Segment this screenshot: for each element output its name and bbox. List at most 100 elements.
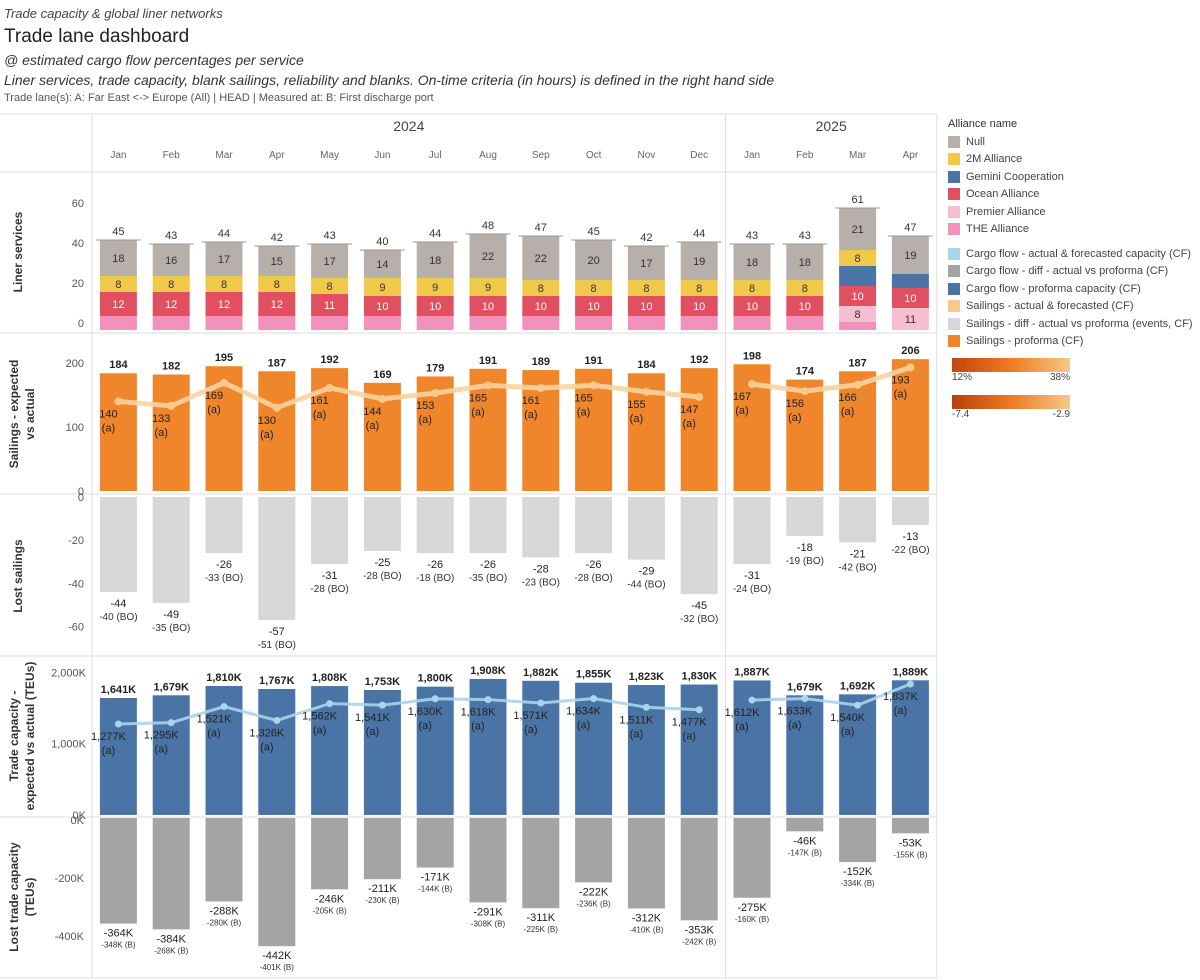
legend-item[interactable]: Sailings - diff - actual vs proforma (ev… [948,315,1198,333]
service-segment-the [205,316,243,330]
sailings-proforma-label: 179 [426,362,444,374]
sailings-actual-label: 165 [469,392,487,404]
legend-item[interactable]: Null [948,133,1198,151]
service-segment-2m [258,276,296,292]
lost-capacity-bar [469,818,507,903]
segment-label: 11 [905,314,916,326]
service-segment-ocean [839,286,877,306]
legend-item[interactable]: Sailings - actual & forecasted (CF) [948,298,1198,316]
capacity-actual-point [220,703,228,711]
legend-item[interactable]: Premier Alliance [948,203,1198,221]
y-tick-label: 200 [66,358,84,370]
service-segment-ocean [258,292,296,316]
service-segment-the [152,316,190,330]
sailings-actual-label: 166 [838,392,856,404]
segment-label: 8 [643,283,649,295]
blank-outs-label: -51 (BO) [258,640,296,651]
capacity-proforma-label: 1,830K [681,671,717,683]
service-segment-the [311,316,349,330]
lost-sailings-bar [839,497,877,543]
capacity-actual-point [114,720,122,728]
y-tick-label: -40 [68,578,84,590]
capacity-actual-suffix: (a) [841,726,854,738]
service-segment-null [680,242,718,280]
y-tick-label: 20 [72,278,84,290]
segment-label: 22 [535,253,547,265]
service-segment-gemini [839,266,877,286]
segment-label: 10 [640,301,652,313]
capacity-actual-label: 1,837K [883,691,919,703]
sailings-actual-point [695,392,704,401]
service-segment-the [680,316,718,330]
y-tick-label: 0 [78,492,84,504]
sailings-proforma-label: 187 [848,357,866,369]
capacity-actual-point [854,701,862,709]
alliance-legend: Null 2M Alliance Gemini Cooperation Ocean A… [948,133,1198,238]
service-segment-2m [311,278,349,294]
blank-outs-label: -35 (BO) [152,623,190,634]
lost-capacity-label: -312K [632,912,662,924]
blank-capacity-label: -155K (B) [893,850,928,859]
service-segment-null [99,240,137,276]
blank-capacity-label: -205K (B) [312,906,347,915]
service-segment-ocean [627,296,665,316]
legend-item[interactable]: Cargo flow - diff - actual vs proforma (… [948,263,1198,281]
sailings-actual-label: 153 [416,400,434,412]
segment-label: 8 [168,279,174,291]
dashboard-supertitle: Trade capacity & global liner networks [4,6,223,21]
lost-sailings-bar [575,497,613,554]
lost-capacity-label: -311K [527,912,556,924]
legend-item[interactable]: Cargo flow - proforma capacity (CF) [948,280,1198,298]
sailings-actual-label: 147 [680,404,698,416]
segment-label: 10 [429,301,441,313]
segment-label: 18 [112,253,124,265]
blank-outs-label: -19 (BO) [786,556,824,567]
service-segment-the [786,316,824,330]
blank-outs-label: -44 (BO) [627,580,665,591]
legend-swatch [948,188,960,201]
legend-item[interactable]: THE Alliance [948,221,1198,239]
legend-item[interactable]: Cargo flow - actual & forecasted capacit… [948,245,1198,263]
blank-capacity-label: -410K (B) [629,925,664,934]
segment-label: 10 [535,301,547,313]
capacity-actual-point [537,699,545,707]
y-tick-label: 2,000K [51,667,87,679]
sailings-actual-point [272,403,281,412]
legend-item[interactable]: Sailings - proforma (CF) [948,333,1198,351]
sailings-actual-label: 161 [522,395,540,407]
capacity-actual-label: 1,612K [725,707,761,719]
y-tick-label: -20 [68,535,84,547]
service-segment-null [575,240,613,280]
capacity-proforma-bar [891,680,929,815]
service-segment-ocean [786,296,824,316]
sailings-proforma-label: 189 [532,356,550,368]
segment-label: 10 [482,301,494,313]
legend-item[interactable]: Gemini Cooperation [948,168,1198,186]
service-segment-null [152,244,190,276]
segment-label: 8 [327,281,333,293]
service-segment-null [627,246,665,280]
legend-item[interactable]: Ocean Alliance [948,186,1198,204]
segment-label: 15 [271,256,283,268]
legend-item[interactable]: 2M Alliance [948,151,1198,169]
y-tick-label: 0 [78,486,84,498]
blank-outs-label: -42 (BO) [838,562,876,573]
sailings-actual-suffix: (a) [894,388,907,400]
lost-capacity-label: -288K [209,906,239,918]
lost-capacity-bar [839,818,877,863]
blank-capacity-label: -225K (B) [524,925,559,934]
blank-capacity-label: -268K (B) [154,946,189,955]
gradient2-max-label: -2.9 [1052,409,1070,420]
service-segment-null [786,244,824,280]
service-segment-ocean [469,296,507,316]
capacity-actual-label: 1,630K [408,706,444,718]
service-total-label: 43 [323,230,335,242]
service-segment-premier [891,308,929,330]
sailings-proforma-label: 184 [109,359,128,371]
sailings-actual-suffix: (a) [577,406,590,418]
sailings-proforma-label: 206 [901,345,919,357]
blank-capacity-label: -308K (B) [471,919,506,928]
sailings-actual-point [220,378,228,387]
service-segment-ocean [311,294,349,316]
trade-lane-filter[interactable]: Trade lane(s): A: Far East <-> Europe (A… [4,92,434,104]
